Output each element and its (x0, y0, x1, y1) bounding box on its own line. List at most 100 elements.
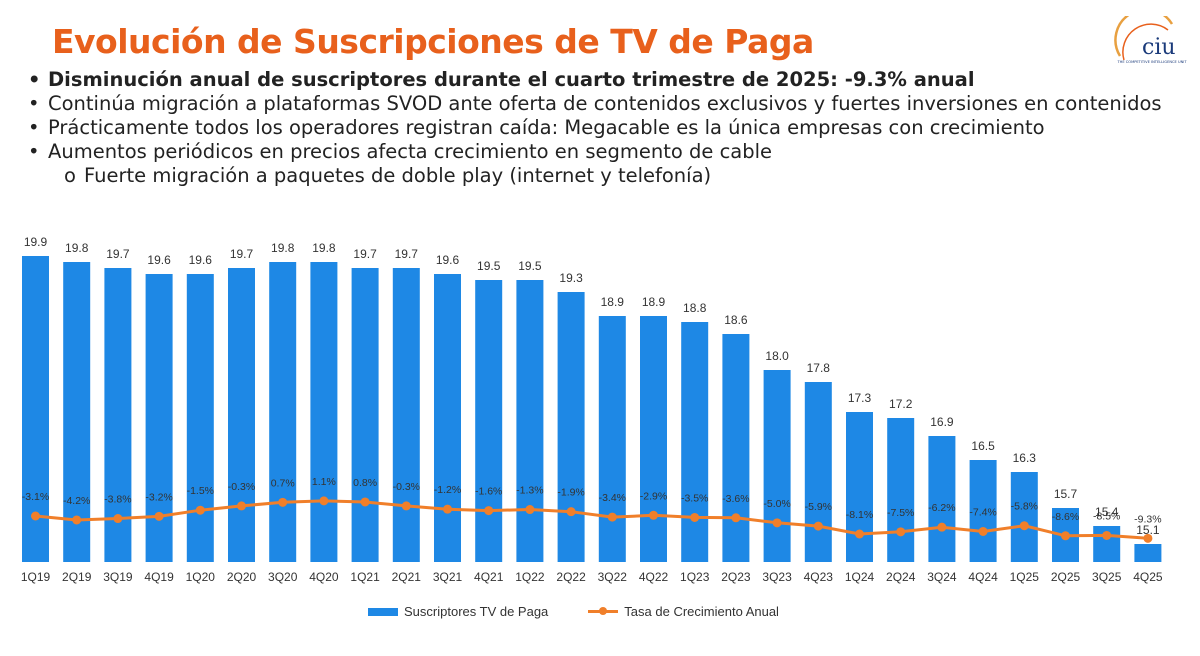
x-tick-label: 1Q24 (845, 570, 875, 584)
growth-value-label: -1.3% (516, 485, 543, 497)
bar-value-label: 19.5 (518, 259, 542, 273)
logo-text: ciu (1142, 35, 1176, 60)
logo-subtext: THE COMPETITIVE INTELLIGENCE UNIT (1116, 60, 1187, 64)
growth-value-label: -2.9% (640, 490, 667, 502)
growth-value-label: -0.3% (393, 481, 420, 493)
bar (104, 268, 132, 562)
x-tick-label: 4Q23 (804, 570, 834, 584)
bullet-item: • Prácticamente todos los operadores reg… (28, 116, 1178, 140)
bar (269, 262, 297, 562)
growth-point (649, 510, 658, 520)
growth-point (731, 513, 741, 523)
bar-value-label: 19.7 (353, 247, 377, 261)
bar (804, 382, 832, 562)
bullet-marker: • (28, 116, 40, 139)
bar (598, 316, 626, 562)
bullet-marker: • (28, 68, 41, 91)
growth-point (772, 518, 782, 528)
growth-value-label: -7.5% (887, 507, 914, 519)
bar (681, 322, 709, 562)
bar-value-label: 19.3 (559, 271, 583, 285)
x-tick-label: 4Q22 (639, 570, 669, 584)
bar-value-label: 19.7 (230, 247, 254, 261)
bar-value-label: 17.8 (807, 361, 831, 375)
bar-value-label: 16.5 (971, 439, 995, 453)
x-tick-labels: 1Q19 2Q19 3Q19 4Q19 1Q20 2Q20 3Q20 4Q20 1Q21 2Q21… (21, 570, 1163, 584)
growth-point (72, 515, 82, 525)
bar-value-label: 19.6 (189, 253, 213, 267)
bullet-marker: o (64, 164, 76, 187)
legend-swatch-line (588, 607, 619, 615)
x-tick-label: 4Q21 (474, 570, 504, 584)
x-tick-label: 3Q25 (1092, 570, 1122, 584)
growth-point (31, 511, 40, 521)
legend-item-bars: Suscriptores TV de Paga (368, 604, 548, 619)
legend-item-line: Tasa de Crecimiento Anual (588, 604, 779, 619)
bar (475, 280, 503, 562)
legend-label-line: Tasa de Crecimiento Anual (624, 604, 779, 619)
growth-value-label: -3.2% (145, 491, 172, 503)
bar-value-label: 17.2 (889, 397, 913, 411)
bar (846, 412, 873, 562)
bullet-text: Prácticamente todos los operadores regis… (48, 116, 1045, 139)
growth-value-label: 1.1% (312, 476, 336, 488)
growth-value-label: -5.9% (805, 501, 832, 513)
bullet-marker: • (28, 92, 40, 115)
growth-point (401, 501, 411, 511)
growth-value-label: -0.3% (228, 481, 255, 493)
bar-value-label: 19.7 (106, 247, 130, 261)
x-tick-label: 3Q23 (762, 570, 792, 584)
growth-point (195, 505, 205, 515)
growth-value-label: -3.6% (722, 493, 749, 505)
growth-point (237, 501, 246, 511)
bar-value-label: 18.9 (642, 295, 666, 309)
growth-point (1061, 531, 1070, 541)
bar-value-label: 19.6 (147, 253, 171, 267)
bar-value-label: 19.9 (24, 235, 48, 249)
subscriptions-chart: 19.9 19.8 19.7 19.6 19.6 19.7 19.8 19.8 19.7 19.7… (21, 235, 1163, 584)
bar-value-label: 18.0 (765, 349, 789, 363)
x-tick-label: 2Q20 (227, 570, 257, 584)
growth-value-label: -4.2% (63, 495, 90, 507)
bullet-item: • Aumentos periódicos en precios afecta … (28, 140, 1178, 164)
x-tick-label: 3Q22 (598, 570, 628, 584)
bar-value-label: 19.8 (312, 241, 336, 255)
growth-point (813, 521, 823, 531)
x-tick-label: 3Q19 (103, 570, 133, 584)
bullet-text: Fuerte migración a paquetes de doble pla… (84, 164, 712, 187)
bar-value-label: 19.8 (65, 241, 89, 255)
growth-point (1102, 530, 1112, 540)
growth-point (319, 496, 329, 506)
bar (310, 262, 338, 562)
bar (392, 268, 420, 562)
bullet-marker: • (28, 140, 40, 163)
sub-bullet-item: o Fuerte migración a paquetes de doble p… (28, 164, 1178, 188)
growth-value-label: -8.1% (846, 509, 873, 521)
bullet-item: • Continúa migración a plataformas SVOD … (28, 92, 1178, 116)
chart-legend: Suscriptores TV de Paga Tasa de Crecimie… (368, 604, 819, 619)
growth-point (937, 522, 947, 532)
bar (434, 274, 461, 562)
bar (351, 268, 379, 562)
growth-value-label: -6.2% (928, 502, 955, 514)
bar-value-label: 19.7 (395, 247, 419, 261)
bar (516, 280, 544, 562)
line-value-labels: -3.1% -4.2% -3.8% -3.2% -1.5% -0.3% 0.7% 1.1% 0.… (22, 476, 1162, 525)
bar-value-label: 17.3 (848, 391, 872, 405)
x-tick-label: 4Q20 (309, 570, 339, 584)
bar (22, 256, 49, 562)
x-tick-label: 1Q21 (350, 570, 380, 584)
growth-point (607, 512, 617, 522)
growth-line (35, 499, 1149, 540)
growth-value-label: -1.2% (434, 484, 461, 496)
x-tick-label: 1Q22 (515, 570, 545, 584)
bullet-text: Aumentos periódicos en precios afecta cr… (48, 140, 773, 163)
legend-label-bars: Suscriptores TV de Paga (404, 604, 549, 619)
bar (557, 292, 585, 562)
x-tick-label: 3Q20 (268, 570, 298, 584)
growth-value-label: -7.4% (969, 506, 996, 518)
x-tick-label: 1Q23 (680, 570, 710, 584)
bar (63, 262, 91, 562)
legend-swatch-bar (368, 607, 398, 616)
bar-value-labels: 19.9 19.8 19.7 19.6 19.6 19.7 19.8 19.8 19.7 19.7… (24, 235, 1160, 537)
